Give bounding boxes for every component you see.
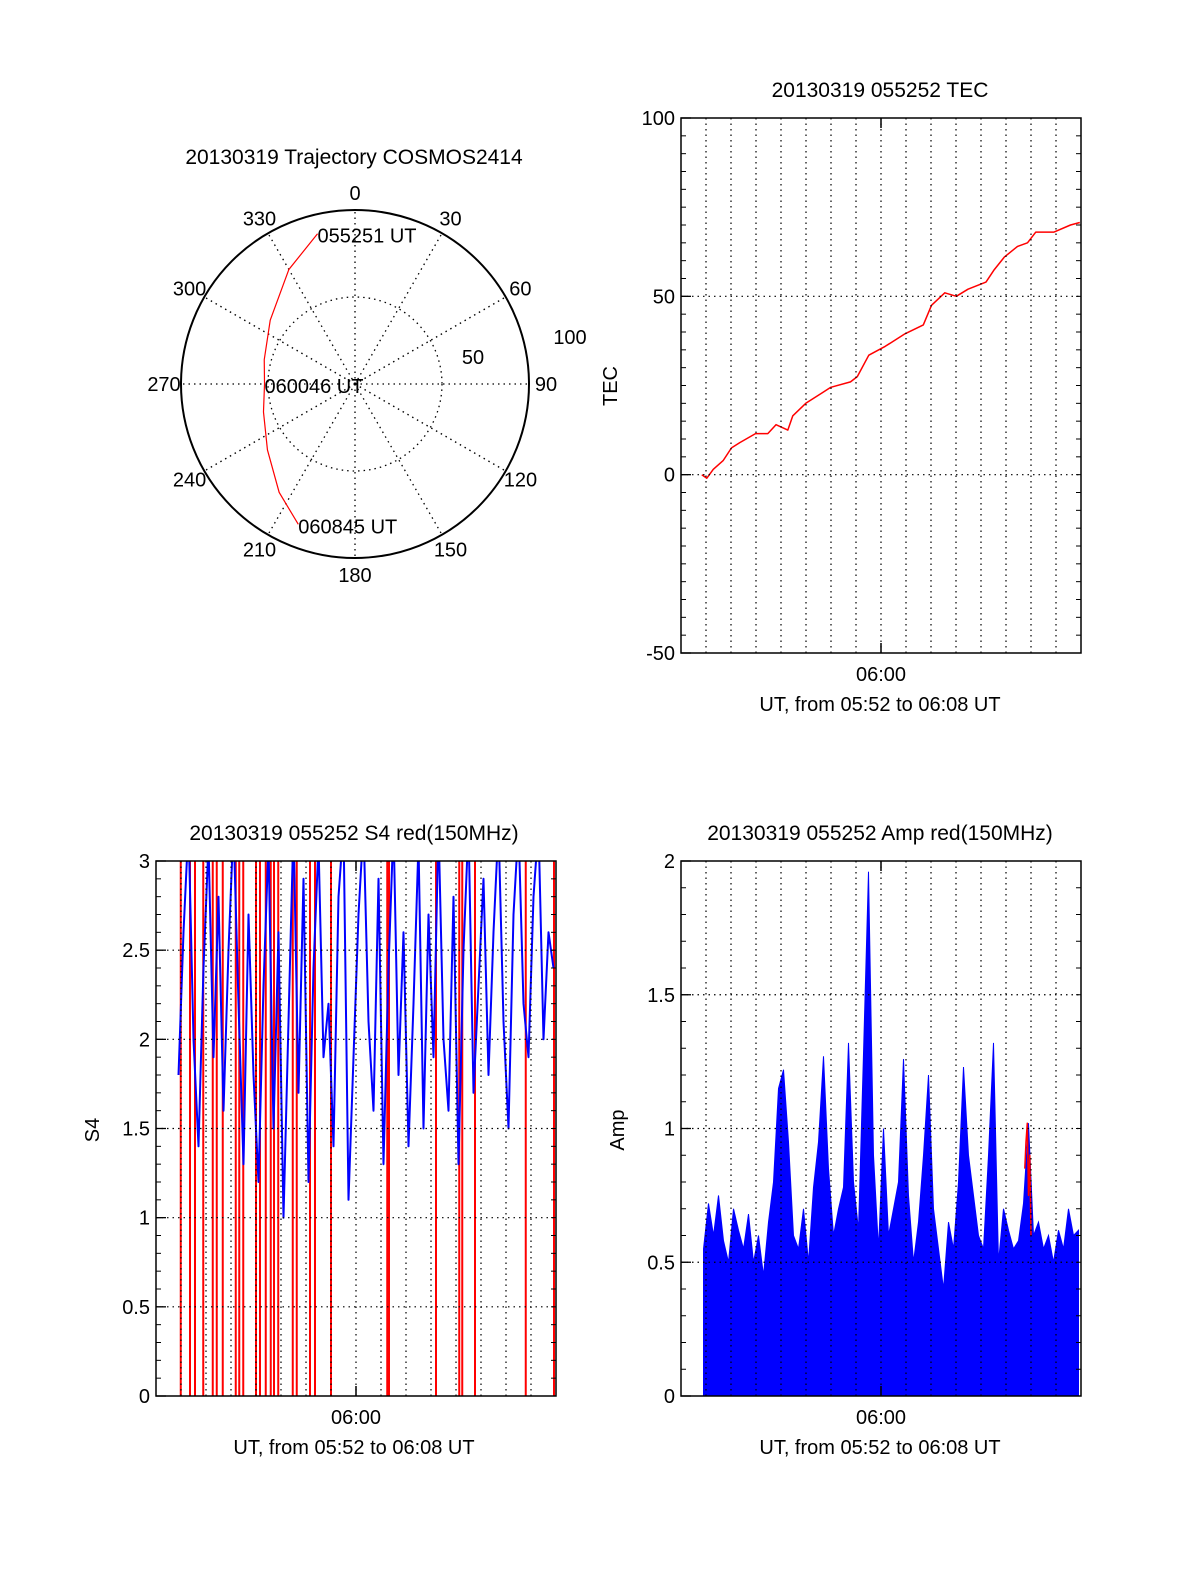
azimuth-tick-label: 0 <box>349 183 360 205</box>
azimuth-tick-label: 210 <box>243 539 276 561</box>
tec-ytick-label: 50 <box>653 286 675 308</box>
azimuth-gridline <box>203 383 356 472</box>
amp-series-area <box>703 871 1079 1396</box>
amp-ylabel: Amp <box>607 1109 629 1150</box>
azimuth-tick-label: 240 <box>173 470 206 492</box>
amp-plot: 20130319 055252 Amp red(150MHz) Amp UT, … <box>607 822 1082 1459</box>
s4-ytick-label: 1 <box>139 1208 150 1230</box>
tec-data <box>701 221 1080 479</box>
tec-ytick-label: 0 <box>664 465 675 487</box>
tec-title: 20130319 055252 TEC <box>772 79 989 102</box>
amp-ytick-label: 0 <box>664 1386 675 1408</box>
amp-ytick-label: 1.5 <box>647 985 675 1007</box>
s4-ytick-label: 2.5 <box>122 940 150 962</box>
tec-ylabel: TEC <box>600 366 622 406</box>
s4-ytick-label: 3 <box>139 851 150 873</box>
azimuth-tick-label: 270 <box>147 374 180 396</box>
azimuth-tick-label: 330 <box>243 209 276 231</box>
azimuth-tick-label: 30 <box>439 209 461 231</box>
s4-title: 20130319 055252 S4 red(150MHz) <box>189 822 518 845</box>
amp-title: 20130319 055252 Amp red(150MHz) <box>707 822 1053 845</box>
azimuth-tick-label: 60 <box>509 279 531 301</box>
amp-ytick-label: 2 <box>664 851 675 873</box>
azimuth-gridline <box>354 296 507 385</box>
s4-ytick-label: 2 <box>139 1029 150 1051</box>
azimuth-gridline <box>267 232 356 385</box>
s4-ytick-label: 1.5 <box>122 1119 150 1141</box>
s4-xlabel: UT, from 05:52 to 06:08 UT <box>233 1437 474 1459</box>
trajectory-title: 20130319 Trajectory COSMOS2414 <box>185 146 523 169</box>
s4-ylabel: S4 <box>82 1118 104 1142</box>
radius-tick-label: 50 <box>462 347 484 369</box>
azimuth-tick-label: 120 <box>504 470 537 492</box>
radius-gridcircle <box>267 296 443 472</box>
amp-ytick-label: 0.5 <box>647 1252 675 1274</box>
trajectory-time-annotation: 060845 UT <box>298 516 397 538</box>
s4-xtick-label: 06:00 <box>331 1407 381 1429</box>
radius-tick-label: 100 <box>553 327 586 349</box>
trajectory-time-annotation: 060046 UT <box>265 376 364 398</box>
tec-series-line <box>701 221 1080 479</box>
azimuth-gridline <box>354 383 507 472</box>
amp-data <box>703 871 1079 1396</box>
tec-xlabel: UT, from 05:52 to 06:08 UT <box>759 694 1000 716</box>
s4-series-line <box>177 861 555 1219</box>
azimuth-tick-label: 90 <box>535 374 557 396</box>
amp-ytick-label: 1 <box>664 1119 675 1141</box>
amp-xlabel: UT, from 05:52 to 06:08 UT <box>759 1437 1000 1459</box>
tec-plot: 20130319 055252 TEC TEC UT, from 05:52 t… <box>600 79 1082 716</box>
azimuth-tick-label: 300 <box>173 279 206 301</box>
amp-xtick-label: 06:00 <box>856 1407 906 1429</box>
azimuth-gridline <box>354 383 443 536</box>
tec-ytick-label: 100 <box>642 108 675 130</box>
s4-ytick-label: 0 <box>139 1386 150 1408</box>
s4-ytick-label: 0.5 <box>122 1297 150 1319</box>
trajectory-time-annotation: 055251 UT <box>318 226 417 248</box>
azimuth-tick-label: 180 <box>338 565 371 587</box>
azimuth-gridline <box>267 383 356 536</box>
s4-plot: 20130319 055252 S4 red(150MHz) S4 UT, fr… <box>82 822 557 1459</box>
azimuth-tick-label: 150 <box>434 539 467 561</box>
azimuth-gridline <box>203 296 356 385</box>
tec-xtick-label: 06:00 <box>856 664 906 686</box>
azimuth-gridline <box>354 232 443 385</box>
trajectory-line <box>262 233 319 525</box>
tec-ytick-label: -50 <box>646 643 675 665</box>
polar-outer-circle <box>180 209 530 559</box>
amp-series-line <box>1024 1122 1032 1236</box>
trajectory-polar-plot: 20130319 Trajectory COSMOS2414 0 30 60 90 12… <box>147 146 586 587</box>
